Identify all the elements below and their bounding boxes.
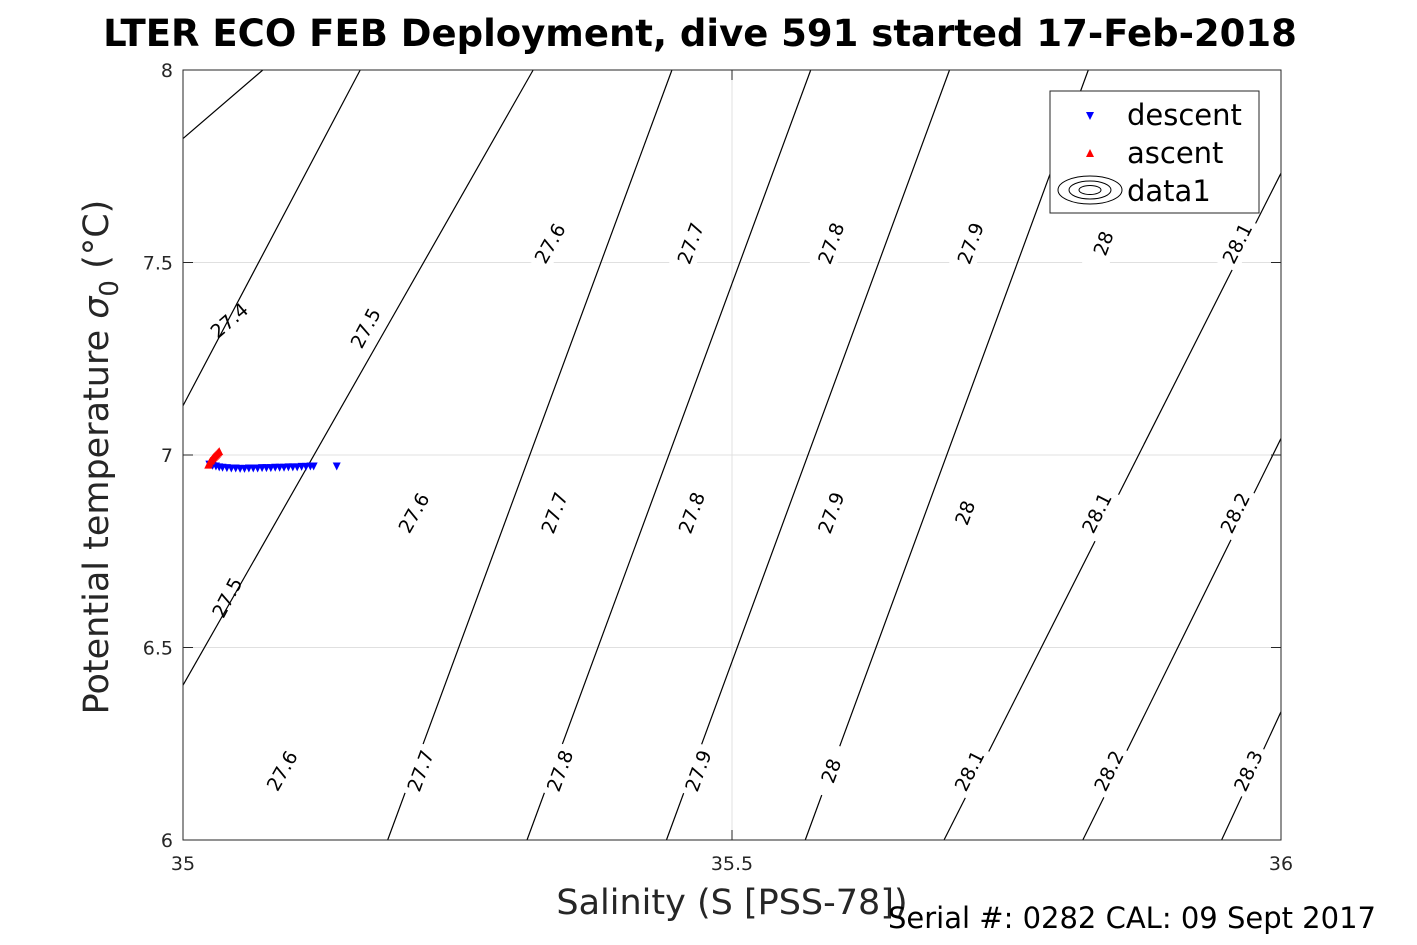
contour-label-bg: [669, 214, 712, 273]
y-axis-label-subscript: 0: [95, 280, 125, 297]
contour-label-bg: [949, 214, 992, 273]
legend-data1-label: data1: [1127, 174, 1211, 208]
y-tick-label: 6: [161, 830, 173, 852]
contour-label-bg: [945, 741, 993, 800]
x-tick-label: 35: [171, 853, 195, 875]
x-axis-label: Salinity (S [PSS-78]): [556, 883, 907, 923]
legend-contour-ring-middle: [1068, 180, 1112, 200]
y-tick-label: 7: [161, 445, 173, 467]
y-axis-label: Potential temperature σ0 (°C): [77, 200, 125, 715]
y-tick-label: 8: [161, 60, 173, 82]
legend-ascent-marker: [1086, 149, 1094, 157]
contour-line: [526, 69, 812, 841]
contour-label-bg: [676, 741, 720, 800]
contour-label-bg: [389, 483, 438, 542]
legend-contour-ring-outer: [1057, 175, 1123, 205]
contour-label-bg: [943, 483, 986, 542]
legend-box: [1049, 90, 1260, 214]
contour-label-bg: [538, 741, 581, 800]
ascent-marker: [215, 447, 224, 456]
legend-descent-marker: [1086, 112, 1094, 120]
contour-label-bg: [1085, 741, 1132, 800]
contour-line: [182, 69, 361, 407]
contour-line: [804, 69, 1089, 841]
contour-label-bg: [532, 483, 576, 542]
contour-label-bg: [670, 483, 713, 542]
contour-label-bg: [257, 741, 306, 800]
legend: descent ascent data1: [1049, 90, 1260, 214]
contour-label-bg: [809, 741, 852, 800]
contour-label-bg: [1081, 214, 1125, 273]
contour-line: [387, 69, 673, 841]
descent-marker: [309, 462, 318, 471]
contour-label-bg: [1211, 483, 1259, 542]
x-axis: 35 35.5 36: [171, 70, 1293, 875]
contour-label-bg: [398, 741, 442, 800]
y-tick-label: 6.5: [143, 638, 173, 660]
data-markers: [204, 447, 341, 473]
contour-label-bg: [200, 293, 258, 348]
x-tick-label: 36: [1269, 853, 1293, 875]
y-axis-label-main: Potential temperature: [77, 319, 117, 715]
contour-label-bg: [1213, 214, 1261, 273]
x-tick-label: 35.5: [711, 853, 753, 875]
contour-label-bg: [809, 483, 852, 542]
contour-line: [182, 69, 534, 686]
footer-calibration-text: Serial #: 0282 CAL: 09 Sept 2017: [888, 901, 1376, 935]
contour-label-bg: [341, 298, 389, 358]
contours: 27.4 27.527.527.627.627.627.727.727.727.8…: [182, 69, 1282, 841]
legend-contour-ring-inner: [1078, 185, 1102, 195]
contour-label-bg: [1225, 741, 1271, 800]
legend-ascent-label: ascent: [1127, 136, 1223, 170]
contour-label-bg: [525, 214, 574, 273]
contour-line: [182, 69, 264, 139]
contour-line: [665, 69, 951, 841]
legend-descent-label: descent: [1127, 98, 1242, 132]
y-tick-label: 7.5: [143, 253, 173, 275]
y-axis-label-symbol: σ: [77, 295, 117, 319]
contour-label-bg: [809, 214, 853, 273]
contour-label-bg: [1073, 483, 1120, 542]
y-axis-label-unit: (°C): [77, 200, 117, 280]
contour-label-bg: [203, 568, 251, 627]
chart-title: LTER ECO FEB Deployment, dive 591 starte…: [103, 12, 1297, 55]
descent-marker: [332, 462, 341, 471]
y-axis: 6 6.5 7 7.5 8: [143, 60, 1281, 852]
